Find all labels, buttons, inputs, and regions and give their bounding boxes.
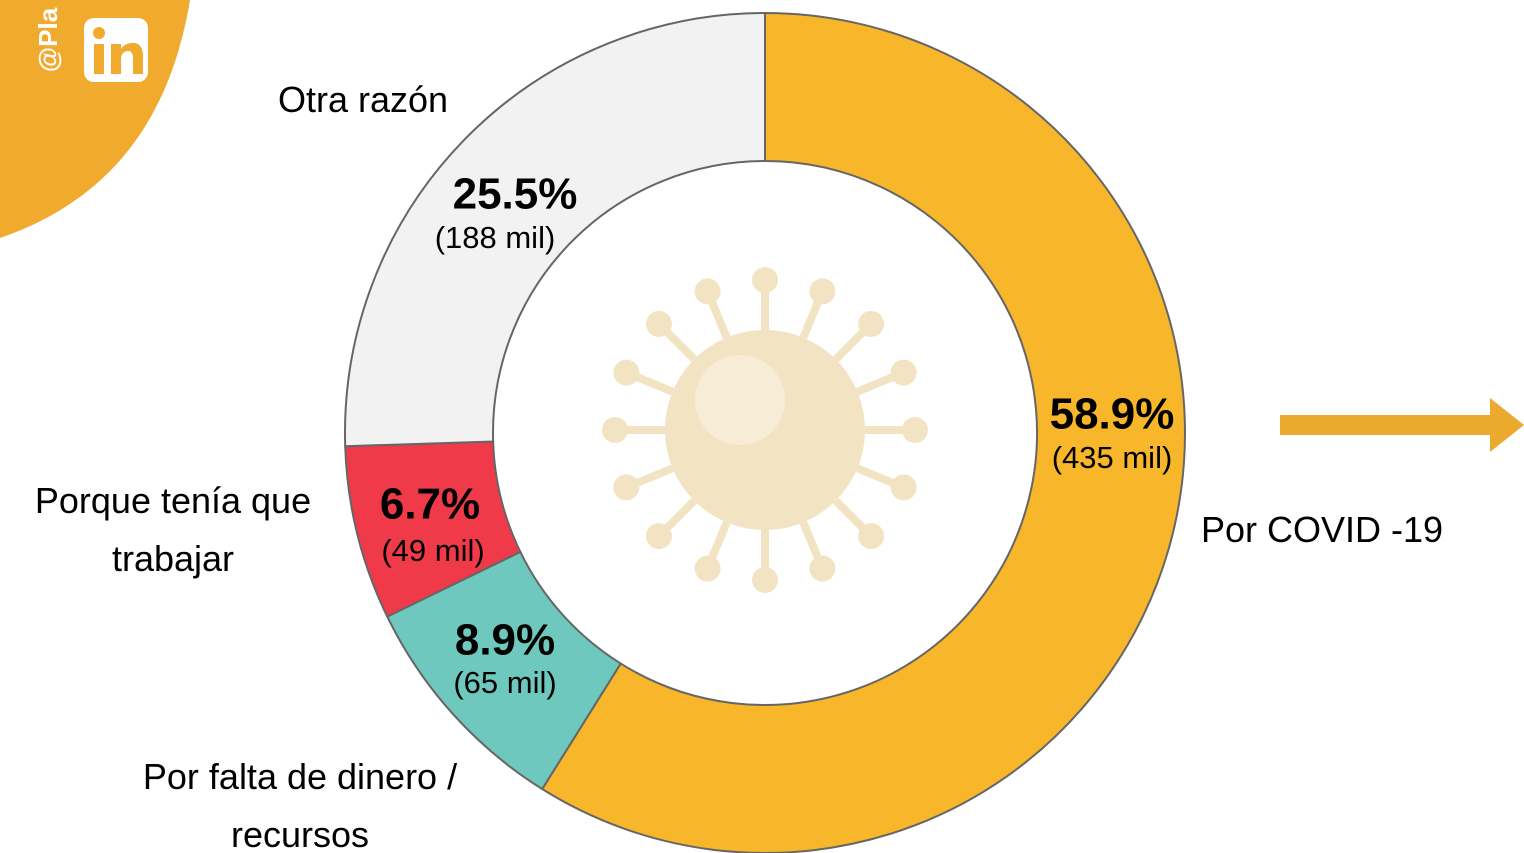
watermark: @Pla <box>33 7 63 72</box>
category-label: Otra razón <box>213 71 513 129</box>
count-label: (49 mil) <box>381 533 484 568</box>
category-label: Por falta de dinero / recursos <box>80 748 520 853</box>
virus-illustration <box>602 267 928 593</box>
count-label: (435 mil) <box>1052 440 1173 475</box>
arrow <box>1280 398 1524 452</box>
value-label: 58.9% <box>1050 390 1175 439</box>
count-label: (188 mil) <box>435 220 556 255</box>
page: @Pla 58.9%(435 mil) 8.9%(65 mil) 6.7% (49 m… <box>0 0 1524 853</box>
linkedin-icon <box>84 18 148 82</box>
value-label: 6.7% <box>380 480 480 529</box>
value-label: 8.9% <box>455 616 555 665</box>
count-label: (65 mil) <box>453 665 556 700</box>
category-label: Por COVID -19 <box>1152 501 1492 559</box>
category-label: Porque tenía que trabajar <box>0 472 353 588</box>
value-label: 25.5% <box>453 170 578 219</box>
